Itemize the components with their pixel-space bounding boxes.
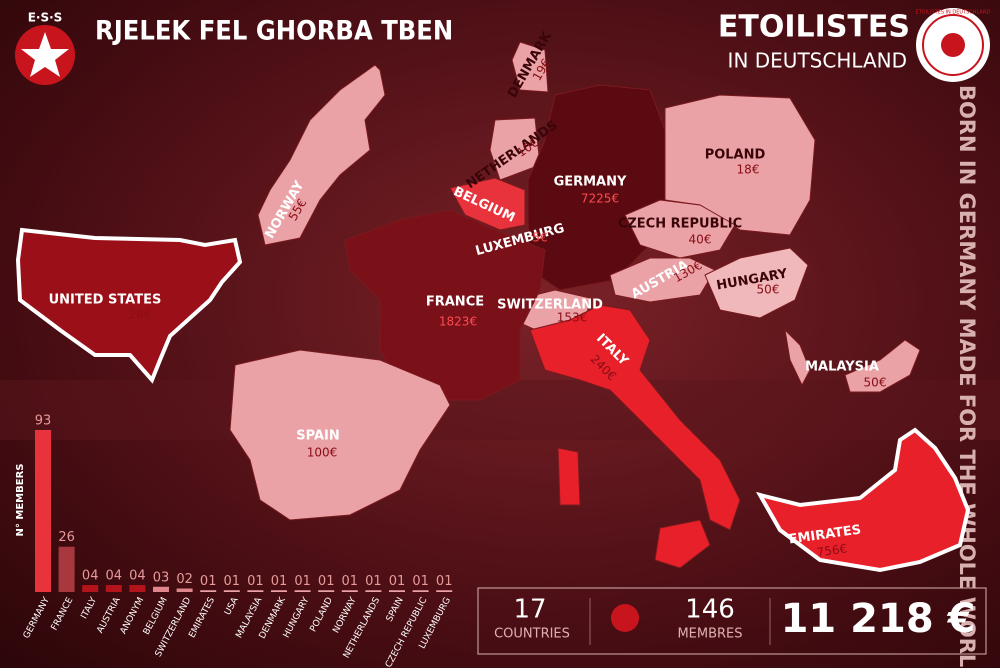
netherlands-shape	[489, 117, 541, 181]
country-name: GERMANY	[554, 175, 627, 190]
country-amount: 153€	[557, 311, 588, 325]
country-amount: 18€	[737, 163, 760, 177]
country-name: CZECH REPUBLIC	[618, 217, 742, 232]
tagline: BORN IN GERMANY MADE FOR THE WHOLE WORLD	[955, 85, 979, 668]
value-label: 01	[294, 574, 311, 589]
bar	[412, 590, 429, 592]
bar	[341, 590, 358, 592]
value-label: 01	[365, 574, 382, 589]
title: RJELEK FEL GHORBA TBEN	[95, 16, 453, 47]
country-amount: 40€	[689, 233, 712, 247]
belgium-shape	[449, 177, 526, 231]
sardinia-shape	[557, 447, 581, 506]
bar	[271, 590, 287, 592]
value-label: 02	[176, 572, 193, 587]
map	[15, 41, 971, 573]
value-label: 01	[436, 574, 453, 589]
country-amount: 5€	[532, 231, 547, 245]
logo: E·S·S	[15, 11, 75, 85]
country-name: SPAIN	[296, 429, 339, 444]
logo-text: E·S·S	[28, 11, 63, 25]
country-amount: 756€	[816, 541, 848, 559]
spain-shape	[229, 349, 451, 521]
value-label: 01	[342, 574, 359, 589]
norway-shape	[257, 64, 386, 246]
countries-value: 17	[513, 595, 546, 625]
stats-box: 17 COUNTRIES 146 MEMBRES 11 218 €	[477, 587, 987, 655]
bar	[365, 590, 382, 592]
country-name: POLAND	[705, 148, 766, 163]
brand-title: ETOILISTES	[718, 10, 910, 45]
bar	[247, 590, 264, 592]
bar	[176, 588, 193, 592]
bar	[153, 586, 169, 592]
value-label: 01	[318, 574, 335, 589]
stats-frame	[477, 587, 987, 655]
brand-subtitle: IN DEUTSCHLAND	[728, 49, 907, 73]
total: 11 218 €	[781, 596, 976, 642]
value-label: 04	[129, 569, 146, 584]
france-shape	[344, 209, 546, 401]
bar	[389, 590, 405, 592]
bar	[223, 590, 240, 592]
country-amount: 28€	[129, 308, 152, 322]
malaysia-west-shape	[784, 328, 811, 387]
value-label: 01	[200, 574, 217, 589]
country-amount: 50€	[757, 283, 780, 297]
mascot	[611, 604, 639, 632]
bar	[436, 590, 453, 592]
badge: ETOILISTES IN DEUTSCHLAND	[916, 8, 991, 82]
y-axis-label: N° MEMBERS	[15, 464, 26, 537]
country-amount: 50€	[864, 376, 887, 390]
members-value: 146	[685, 595, 735, 625]
bar	[35, 430, 51, 592]
hungary-shape	[704, 247, 809, 319]
bar	[82, 585, 99, 592]
value-label: 01	[412, 574, 429, 589]
denmark-shape	[511, 41, 549, 93]
austria-shape	[609, 257, 716, 303]
value-label: 03	[153, 570, 170, 585]
country-amount: 1823€	[439, 315, 477, 329]
value-label: 01	[389, 574, 406, 589]
members-label: MEMBRES	[677, 627, 742, 642]
malaysia-east-shape	[844, 339, 921, 393]
value-label: 01	[224, 574, 241, 589]
emirates-shape	[755, 427, 971, 573]
bar	[58, 546, 75, 592]
countries-label: COUNTRIES	[494, 627, 570, 642]
country-name: UNITED STATES	[49, 293, 162, 308]
bar	[129, 585, 146, 592]
badge-text: ETOILISTES IN DEUTSCHLAND	[916, 10, 991, 16]
value-label: 93	[35, 414, 52, 429]
country-name: SWITZERLAND	[497, 298, 603, 313]
bar	[318, 590, 335, 592]
bar	[294, 590, 311, 592]
country-name: FRANCE	[426, 295, 484, 310]
usa-shape	[15, 227, 243, 384]
bar	[105, 585, 122, 592]
bar	[200, 590, 217, 592]
value-label: 01	[247, 574, 264, 589]
value-label: 26	[58, 530, 75, 545]
country-amount: 7225€	[581, 192, 619, 206]
value-label: 04	[106, 569, 123, 584]
italy-shape	[529, 304, 741, 531]
czech-shape	[624, 199, 736, 259]
country-name: MALAYSIA	[805, 360, 879, 375]
sicily-shape	[654, 519, 711, 569]
value-label: 04	[82, 569, 99, 584]
country-amount: 100€	[307, 446, 338, 460]
value-label: 01	[271, 574, 288, 589]
